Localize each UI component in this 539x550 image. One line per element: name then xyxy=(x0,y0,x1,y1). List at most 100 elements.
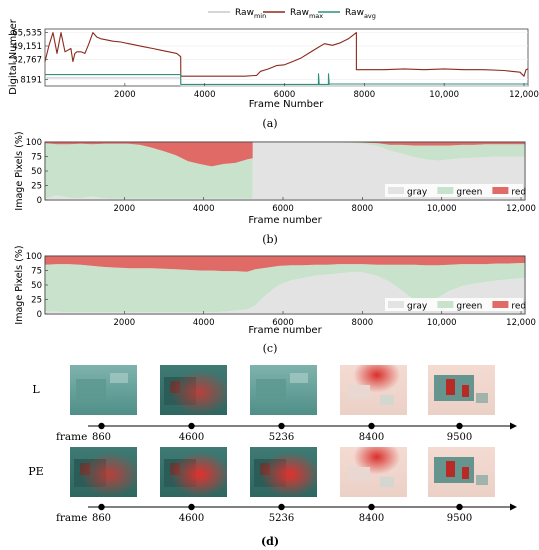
thumbnail-pe-5236 xyxy=(250,447,317,497)
chart-b-x-label: Frame number xyxy=(248,215,322,226)
chart-b-y-tick-label: 50 xyxy=(31,167,42,177)
chart-b-y-label: Image Pixels (%) xyxy=(14,131,25,210)
chart-a-y-tick-label: 8191 xyxy=(20,75,42,85)
legend-label-raw-min: Rawmin xyxy=(235,8,266,20)
chart-c-legend: gray green red xyxy=(385,298,526,312)
timeline-frame-label-860: 860 xyxy=(92,432,111,443)
timeline-frame-label-4600: 4600 xyxy=(179,432,204,443)
timeline-frame-label-860: 860 xyxy=(92,513,111,524)
timeline-frame-label-9500: 9500 xyxy=(447,432,472,443)
chart-c-y-ticks: 0 25 50 75 100 xyxy=(26,252,48,320)
timeline-marker-9500 xyxy=(456,503,463,511)
chart-b-area-red xyxy=(45,142,525,167)
timeline-frame-label-9500: 9500 xyxy=(447,513,472,524)
chart-c-y-tick-label: 100 xyxy=(26,252,42,262)
legend-label-raw-avg: Rawavg xyxy=(345,8,376,20)
chart-a-raw-values: 8191 32,767 49,151 65,535 2000 4000 6000 8000 1… xyxy=(8,18,539,110)
chart-b-legend-swatch-red xyxy=(492,187,509,194)
chart-b-x-tick-label: 2000 xyxy=(114,204,136,214)
chart-c-x-label: Frame number xyxy=(248,325,322,336)
timeline-marker-5236 xyxy=(278,422,285,430)
thumbnail-pe-9500 xyxy=(428,447,495,497)
chart-b-y-tick-label: 100 xyxy=(26,138,42,148)
series-line-raw-avg xyxy=(45,73,528,85)
thumbnail-pe-8400 xyxy=(340,447,407,497)
timeline-frame-label-5236: 5236 xyxy=(269,432,294,443)
thumbnail-l-860-vehicle xyxy=(76,379,106,403)
timeline-marker-8400 xyxy=(368,422,375,430)
chart-c-x-ticks: 2000 4000 6000 8000 10,000 12,000 xyxy=(114,311,536,328)
chart-c-x-tick-label: 10,000 xyxy=(427,318,457,328)
chart-c-x-tick-label: 4000 xyxy=(193,318,215,328)
timeline-arrow-1 xyxy=(510,422,517,430)
chart-b-y-tick-label: 75 xyxy=(31,153,42,163)
timeline-marker-4600 xyxy=(188,422,195,430)
chart-b-legend-label-gray: gray xyxy=(407,188,428,198)
timeline-arrow-2 xyxy=(510,503,517,511)
thumbnail-l-9500-red-2 xyxy=(462,385,469,397)
thumbnail-pe-9500-red-1 xyxy=(446,461,455,477)
chart-a-x-tick-label: 4000 xyxy=(194,90,216,100)
chart-a-grid xyxy=(45,32,528,80)
chart-c-y-tick-label: 25 xyxy=(31,296,42,306)
series-line-raw-max xyxy=(44,32,529,77)
chart-c-x-tick-label: 6000 xyxy=(272,318,294,328)
timeline-marker-860 xyxy=(98,503,105,511)
thumbnail-l-8400 xyxy=(340,365,407,415)
timeline-marker-8400 xyxy=(368,503,375,511)
thumbnail-l-9500 xyxy=(428,365,495,415)
chart-c-y-tick-label: 0 xyxy=(37,310,42,320)
thumbnail-l-5236 xyxy=(250,365,317,415)
chart-a-x-tick-label: 6000 xyxy=(274,90,296,100)
chart-b-y-tick-label: 0 xyxy=(37,196,42,206)
chart-a-x-tick-label: 12,000 xyxy=(509,90,539,100)
chart-a-y-tick-label: 32,767 xyxy=(12,55,42,65)
chart-c-x-tick-label: 2000 xyxy=(114,318,136,328)
chart-b-y-ticks: 0 25 50 75 100 xyxy=(26,138,48,206)
timeline-marker-5236 xyxy=(278,503,285,511)
chart-c-legend-swatch-red xyxy=(492,301,509,308)
chart-c-y-tick-label: 50 xyxy=(31,281,42,291)
chart-c-area-red xyxy=(45,256,525,272)
chart-b-y-tick-label: 25 xyxy=(31,182,42,192)
thumbnail-pe-9500-red-2 xyxy=(462,467,469,479)
chart-c-legend-label-green: green xyxy=(456,302,482,312)
thumbnail-pe-5236-red-glow xyxy=(250,447,317,497)
timeline-marker-9500 xyxy=(456,422,463,430)
chart-b-legend-bg xyxy=(385,184,523,197)
chart-b-x-tick-label: 8000 xyxy=(352,204,374,214)
chart-b-x-tick-label: 10,000 xyxy=(427,204,457,214)
chart-c-legend-label-red: red xyxy=(511,302,526,312)
legend-label-raw-max: Rawmax xyxy=(290,8,323,20)
chart-c-area-green xyxy=(45,263,525,313)
chart-b-legend-swatch-green xyxy=(437,187,454,194)
chart-b-x-tick-label: 6000 xyxy=(272,204,294,214)
panel-label-c: (c) xyxy=(263,342,278,355)
panel-label-a: (a) xyxy=(262,117,277,130)
chart-a-x-tick-label: 10,000 xyxy=(429,90,459,100)
chart-b-x-ticks: 2000 4000 6000 8000 10,000 12,000 xyxy=(114,197,536,214)
thumbnail-l-5236-vehicle xyxy=(256,379,286,403)
chart-b-area-green xyxy=(45,142,525,199)
thumbnail-pe-8400-shape xyxy=(348,467,370,481)
timeline-frame-label-5236: 5236 xyxy=(269,513,294,524)
thumbnail-pe-4600-red-glow xyxy=(160,447,227,497)
chart-c-y-label: Image Pixels (%) xyxy=(14,245,25,324)
chart-c-legend-swatch-gray xyxy=(388,301,404,308)
timeline-marker-4600 xyxy=(188,503,195,511)
thumbnail-pe-860 xyxy=(70,447,137,497)
chart-a-x-label: Frame Number xyxy=(249,99,324,110)
chart-a-x-tick-label: 8000 xyxy=(354,90,376,100)
thumbnail-pe-4600 xyxy=(160,447,227,497)
chart-a-frame xyxy=(44,28,529,87)
chart-a-series xyxy=(44,32,529,87)
chart-a-y-label: Digital Number xyxy=(8,18,19,95)
chart-b-legend-swatch-gray xyxy=(388,187,404,194)
panel-label-d: (d) xyxy=(261,535,279,548)
chart-b-legend-label-green: green xyxy=(456,188,482,198)
thumbnail-pe-860-red-glow xyxy=(70,447,137,497)
chart-b-legend: gray green red xyxy=(385,184,526,198)
thumbnail-l-4600 xyxy=(160,365,227,415)
